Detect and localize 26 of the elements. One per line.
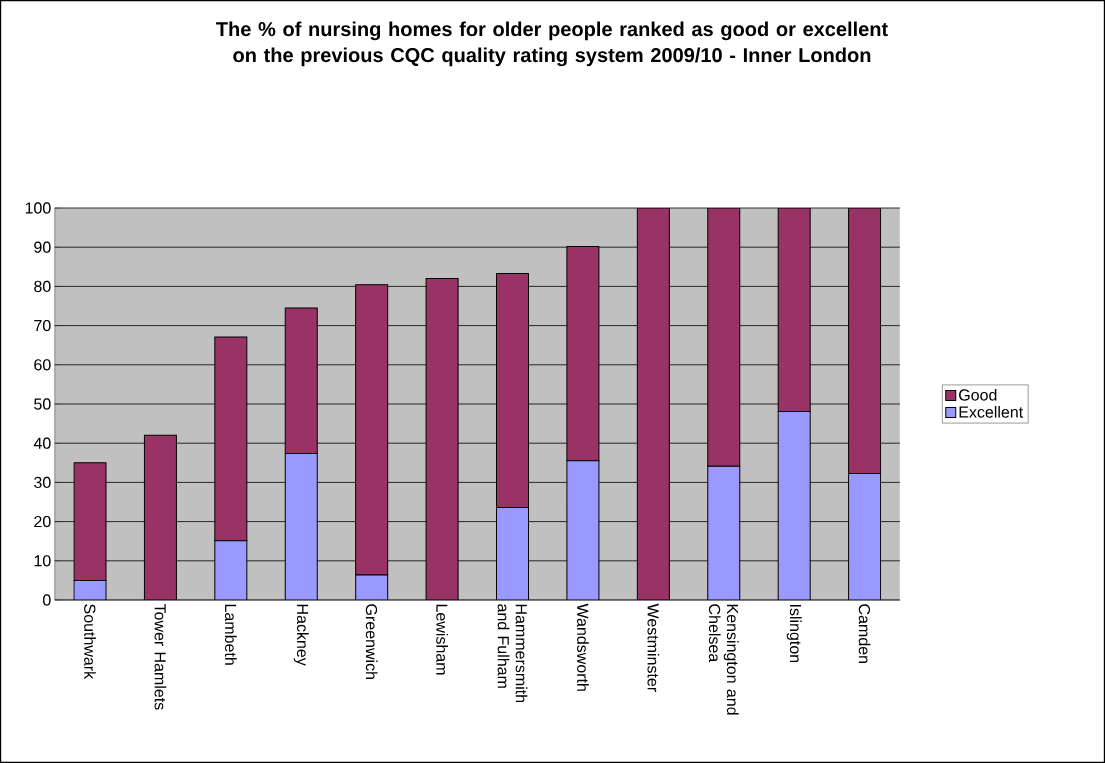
x-tick-label: Lewisham xyxy=(436,604,448,675)
y-tick-label: 20 xyxy=(34,515,51,528)
y-tick-label: 80 xyxy=(34,280,51,293)
x-tick-label: Kensington and Chelsea xyxy=(708,604,739,715)
x-tick-label: Southwark xyxy=(84,604,96,680)
x-tick-label: Islington xyxy=(786,605,802,663)
x-tick-label: Camden xyxy=(858,604,871,663)
y-tick-label: 10 xyxy=(34,555,51,567)
y-tick-label: 100 xyxy=(25,202,51,214)
y-tick-label: 90 xyxy=(34,241,51,253)
y-tick-label: 70 xyxy=(34,319,51,332)
x-tick-label: Hammersmith and Fulham xyxy=(497,604,528,703)
x-tick-label: Hackney xyxy=(293,604,309,666)
x-tick-label: Wandsworth xyxy=(577,603,589,691)
y-tick-label: 0 xyxy=(42,594,51,606)
chart-title: The % of nursing homes for older people ranked as good or excellent on the previous CQC quality rating system 2009/10 - Inner London xyxy=(216,21,888,67)
y-tick-label: 60 xyxy=(34,359,51,371)
legend-label: Excellent xyxy=(959,406,1024,418)
y-tick-label: 50 xyxy=(34,398,51,410)
x-tick-label: Tower Hamlets xyxy=(154,603,167,710)
x-tick-label: Greenwich xyxy=(365,604,378,679)
y-tick-label: 30 xyxy=(34,476,51,489)
x-tick-label: Westminster xyxy=(647,603,660,692)
legend-label: Good xyxy=(959,388,997,401)
y-tick-label: 40 xyxy=(33,437,51,449)
x-tick-label: Lambeth xyxy=(224,604,237,665)
